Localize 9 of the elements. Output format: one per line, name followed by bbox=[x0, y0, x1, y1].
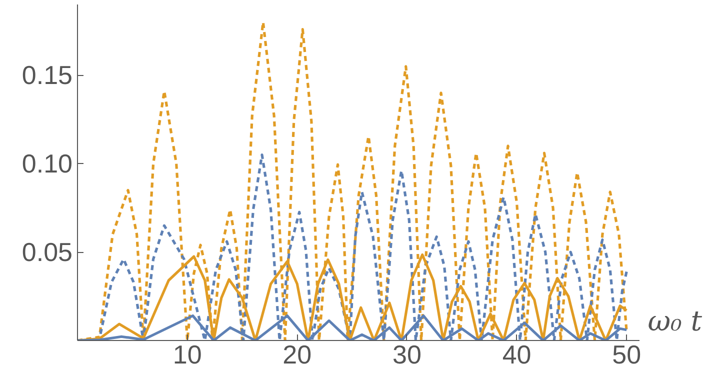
y-tick-label: 0.15 bbox=[22, 60, 73, 90]
y-tick-label: 0.05 bbox=[22, 237, 73, 268]
x-tick-label: 10 bbox=[172, 340, 202, 370]
x-axis-title: ω₀ t bbox=[648, 304, 703, 338]
x-tick-label: 50 bbox=[612, 340, 642, 370]
x-tick-label: 20 bbox=[282, 340, 312, 370]
x-tick-label: 40 bbox=[502, 340, 532, 370]
y-tick-label: 0.10 bbox=[22, 148, 73, 179]
x-tick-label: 30 bbox=[392, 340, 422, 370]
